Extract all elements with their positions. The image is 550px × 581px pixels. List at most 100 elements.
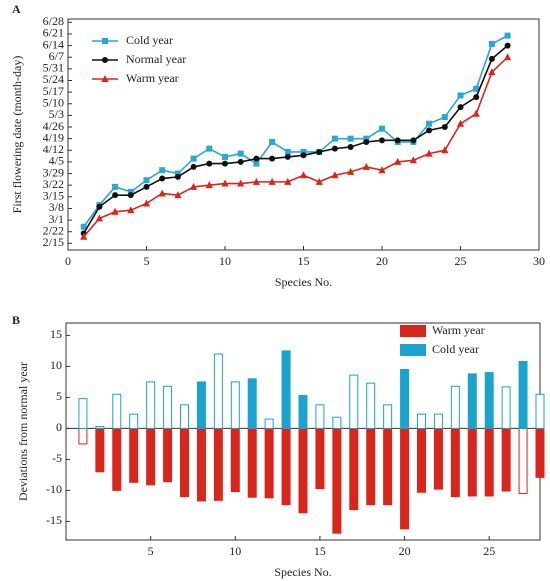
marker [379, 125, 385, 132]
bar [433, 413, 443, 429]
y-tick-label: 3/22 [43, 177, 64, 191]
marker [488, 40, 495, 47]
bar [95, 427, 105, 473]
marker [504, 53, 512, 61]
bar [247, 378, 257, 429]
bar [230, 381, 240, 429]
marker [441, 146, 449, 154]
marker [206, 160, 213, 167]
x-tick-label: 25 [483, 544, 495, 558]
marker [269, 138, 276, 145]
marker [426, 120, 433, 127]
marker [426, 127, 433, 134]
marker [142, 199, 151, 207]
marker [143, 183, 150, 190]
y-tick-label: 6/14 [43, 37, 64, 51]
bar [467, 427, 477, 497]
marker [394, 157, 402, 165]
marker [127, 192, 134, 199]
y-tick-label: 5/31 [43, 61, 64, 75]
y-tick-label: 10 [50, 358, 62, 372]
marker [425, 149, 433, 157]
marker [472, 109, 480, 117]
marker [158, 189, 166, 197]
panel-label: B [12, 313, 20, 327]
y-tick-label: 2/15 [43, 235, 64, 249]
panel-label: A [12, 2, 21, 16]
bar [315, 404, 325, 429]
bar [78, 427, 88, 445]
bar [247, 427, 257, 498]
marker [284, 148, 291, 155]
marker [473, 85, 480, 92]
marker [488, 68, 496, 76]
marker [237, 179, 245, 187]
marker [409, 156, 417, 164]
marker [222, 153, 228, 160]
y-tick-label: 5/17 [43, 84, 64, 98]
bar [281, 350, 291, 429]
bar [213, 427, 223, 501]
series-line [83, 34, 508, 228]
marker [159, 167, 166, 174]
bar [366, 427, 376, 506]
marker [253, 155, 260, 162]
marker [363, 135, 370, 142]
bar [112, 393, 122, 429]
bar [332, 416, 342, 429]
marker [316, 148, 323, 155]
marker [331, 171, 339, 179]
bar [112, 427, 122, 491]
y-tick-label: 5/10 [43, 96, 64, 110]
marker [362, 162, 370, 170]
y-tick-label: 5/3 [49, 107, 64, 121]
marker [331, 135, 338, 142]
y-tick-label: 4/19 [43, 130, 64, 144]
x-tick-label: 20 [376, 254, 388, 268]
bar [433, 427, 443, 490]
marker [222, 160, 228, 167]
marker [269, 155, 276, 162]
marker [96, 203, 103, 210]
marker [300, 152, 307, 159]
x-tick-label: 0 [65, 254, 71, 268]
y-tick-label: 5 [56, 389, 62, 403]
y-tick-label: 2/22 [43, 223, 64, 237]
y-tick-label: 6/28 [43, 14, 64, 28]
y-tick-label: 3/29 [43, 165, 64, 179]
x-tick-label: 10 [219, 254, 231, 268]
y-tick-label: -10 [46, 482, 62, 496]
bar [535, 427, 545, 478]
bar [163, 427, 173, 483]
bar [264, 418, 274, 429]
marker [174, 173, 181, 180]
marker [347, 143, 354, 150]
marker [127, 206, 135, 214]
bar [518, 360, 528, 429]
marker [102, 57, 108, 63]
y-tick-label: 3/1 [49, 212, 64, 226]
marker [441, 114, 448, 121]
marker [473, 94, 480, 101]
marker [95, 214, 103, 222]
bar [78, 398, 88, 429]
marker [378, 166, 386, 174]
marker [190, 155, 197, 162]
marker [252, 177, 260, 185]
bar [501, 427, 511, 492]
bar [450, 427, 460, 498]
marker [284, 153, 291, 160]
bar [213, 353, 223, 429]
marker [331, 145, 338, 152]
bar [383, 404, 393, 429]
marker [300, 148, 307, 155]
marker [457, 104, 464, 111]
bar [484, 427, 494, 497]
x-axis-label: Species No. [275, 275, 332, 289]
bar [518, 427, 528, 494]
marker [268, 177, 276, 185]
bar [230, 427, 240, 493]
marker [347, 167, 355, 175]
